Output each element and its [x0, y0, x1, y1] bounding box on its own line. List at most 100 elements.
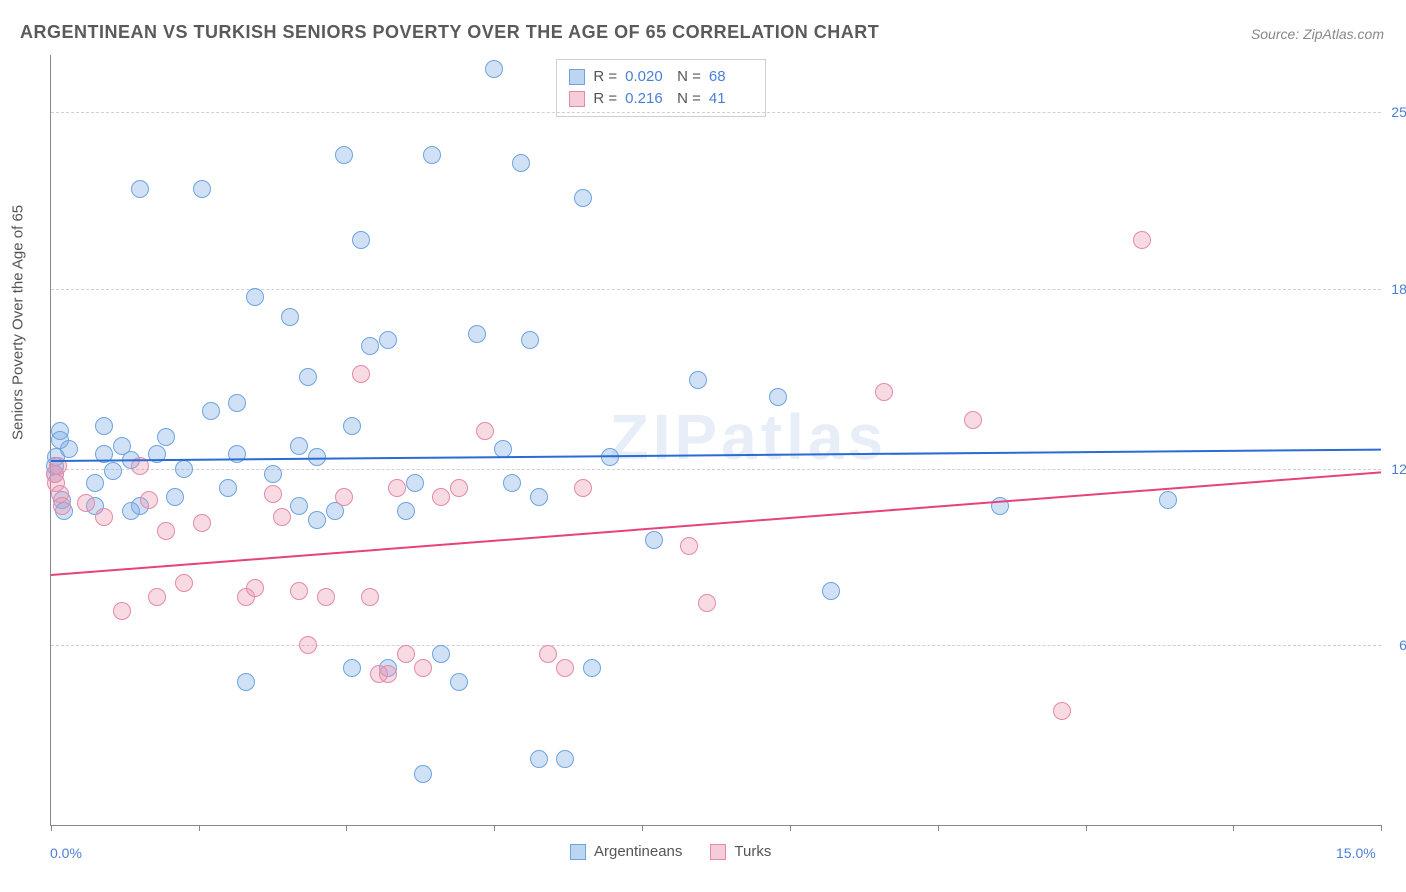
stats-legend-row: R =0.216N =41: [569, 88, 753, 110]
stats-n-label: N =: [677, 88, 701, 110]
data-point: [202, 402, 220, 420]
data-point: [521, 331, 539, 349]
data-point: [335, 146, 353, 164]
data-point: [113, 602, 131, 620]
source-attribution: Source: ZipAtlas.com: [1251, 26, 1384, 42]
data-point: [290, 582, 308, 600]
x-axis-min-label: 0.0%: [50, 845, 82, 861]
data-point: [60, 440, 78, 458]
data-point: [86, 474, 104, 492]
data-point: [335, 488, 353, 506]
data-point: [77, 494, 95, 512]
legend-swatch-icon: [570, 844, 586, 860]
data-point: [406, 474, 424, 492]
gridline: [51, 645, 1381, 646]
x-tick: [346, 825, 347, 831]
plot-area: ZIPatlas R =0.020N =68R =0.216N =41 6.3%…: [50, 55, 1381, 826]
data-point: [556, 750, 574, 768]
legend-swatch-icon: [569, 69, 585, 85]
data-point: [308, 511, 326, 529]
x-tick: [1086, 825, 1087, 831]
data-point: [432, 488, 450, 506]
data-point: [104, 462, 122, 480]
data-point: [219, 479, 237, 497]
legend-swatch-icon: [569, 91, 585, 107]
data-point: [290, 437, 308, 455]
stats-n-value: 68: [709, 66, 753, 88]
data-point: [53, 497, 71, 515]
data-point: [689, 371, 707, 389]
data-point: [352, 365, 370, 383]
legend-swatch-icon: [710, 844, 726, 860]
data-point: [228, 445, 246, 463]
series-legend: Argentineans Turks: [570, 843, 771, 860]
data-point: [361, 588, 379, 606]
data-point: [397, 502, 415, 520]
data-point: [539, 645, 557, 663]
chart-title: ARGENTINEAN VS TURKISH SENIORS POVERTY O…: [20, 22, 879, 43]
data-point: [264, 465, 282, 483]
y-tick-label: 6.3%: [1385, 637, 1406, 653]
data-point: [131, 180, 149, 198]
data-point: [246, 288, 264, 306]
x-tick: [790, 825, 791, 831]
data-point: [1053, 702, 1071, 720]
stats-r-value: 0.216: [625, 88, 669, 110]
y-tick-label: 12.5%: [1385, 461, 1406, 477]
data-point: [503, 474, 521, 492]
chart-container: ARGENTINEAN VS TURKISH SENIORS POVERTY O…: [0, 0, 1406, 892]
data-point: [166, 488, 184, 506]
y-tick-label: 25.0%: [1385, 104, 1406, 120]
data-point: [299, 368, 317, 386]
stats-legend-row: R =0.020N =68: [569, 66, 753, 88]
data-point: [51, 422, 69, 440]
watermark: ZIPatlas: [610, 400, 887, 474]
data-point: [432, 645, 450, 663]
data-point: [530, 488, 548, 506]
stats-r-label: R =: [593, 66, 617, 88]
stats-r-label: R =: [593, 88, 617, 110]
data-point: [193, 180, 211, 198]
data-point: [317, 588, 335, 606]
stats-legend: R =0.020N =68R =0.216N =41: [556, 59, 766, 117]
data-point: [228, 394, 246, 412]
data-point: [414, 765, 432, 783]
data-point: [423, 146, 441, 164]
data-point: [157, 522, 175, 540]
data-point: [175, 460, 193, 478]
x-tick: [199, 825, 200, 831]
data-point: [1159, 491, 1177, 509]
stats-r-value: 0.020: [625, 66, 669, 88]
data-point: [822, 582, 840, 600]
data-point: [352, 231, 370, 249]
data-point: [414, 659, 432, 677]
data-point: [397, 645, 415, 663]
trend-line: [51, 471, 1381, 576]
legend-label: Argentineans: [594, 843, 682, 860]
data-point: [140, 491, 158, 509]
data-point: [476, 422, 494, 440]
data-point: [175, 574, 193, 592]
data-point: [281, 308, 299, 326]
data-point: [95, 417, 113, 435]
legend-label: Turks: [734, 843, 771, 860]
gridline: [51, 469, 1381, 470]
data-point: [264, 485, 282, 503]
gridline: [51, 112, 1381, 113]
data-point: [583, 659, 601, 677]
data-point: [1133, 231, 1151, 249]
data-point: [450, 673, 468, 691]
data-point: [343, 659, 361, 677]
x-tick: [51, 825, 52, 831]
data-point: [645, 531, 663, 549]
x-axis-max-label: 15.0%: [1336, 845, 1376, 861]
legend-item: Argentineans: [570, 843, 682, 860]
data-point: [361, 337, 379, 355]
x-tick: [938, 825, 939, 831]
data-point: [450, 479, 468, 497]
data-point: [379, 331, 397, 349]
data-point: [157, 428, 175, 446]
data-point: [698, 594, 716, 612]
data-point: [530, 750, 548, 768]
data-point: [485, 60, 503, 78]
